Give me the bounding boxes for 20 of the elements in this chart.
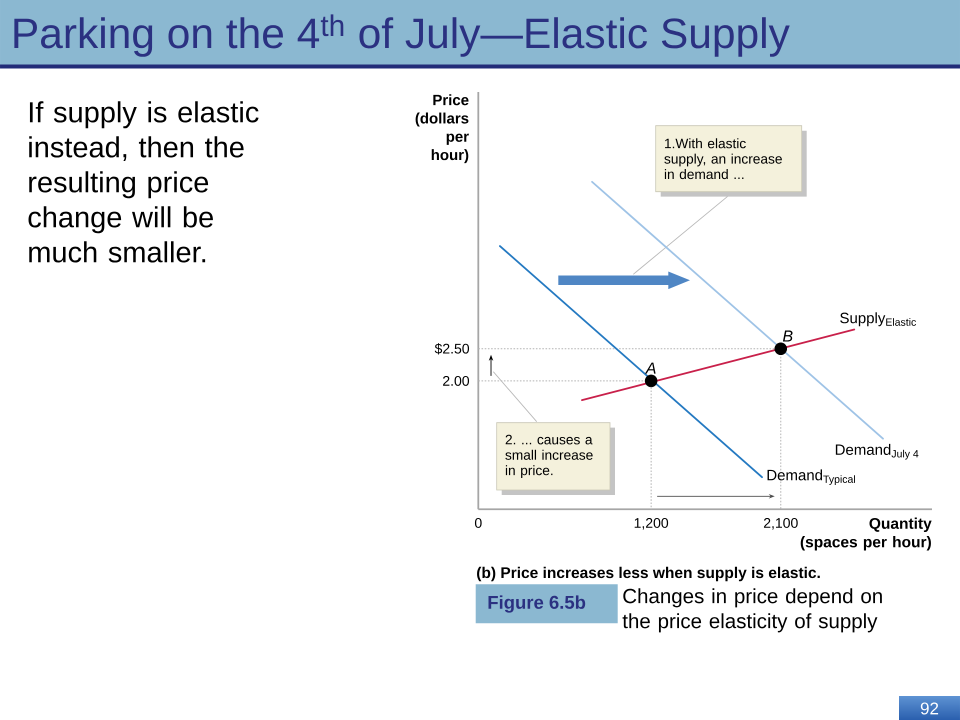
annotation: 2. ... causes a small increase in price. — [505, 434, 593, 478]
y-tick-label: $2.50 — [434, 343, 470, 354]
series-label: Demand$_{July 4}$ — [836, 444, 918, 460]
series-label: B — [782, 330, 793, 342]
chart-title: Parking on the 4$^{th}$ of July—Elastic Supply — [14, 14, 790, 57]
text: (b) Price increases less when supply is elastic. — [477, 566, 820, 582]
x-axis-title: Quantity (spaces per hour) — [800, 518, 932, 550]
y-tick-label: 2.00 — [443, 376, 470, 386]
x-tick-label: 2,100 — [764, 518, 798, 530]
text: Changes in price depend on the price elasticity of supply — [622, 588, 882, 632]
caption: Figure 6.5b — [488, 595, 586, 613]
x-tick-label: 0 — [474, 518, 482, 528]
series-label: A — [645, 362, 656, 374]
series-label: Demand$_{Typical}$ — [768, 469, 855, 485]
y-axis-title: Price (dollars per hour) — [416, 94, 469, 164]
text: If supply is elastic instead, then the resulting price change will be much smaller. — [28, 101, 259, 263]
x-tick-label: 1,200 — [634, 518, 668, 530]
annotation: 1.With elastic supply, an increase in demand ... — [664, 138, 782, 180]
text: 92 — [920, 702, 938, 715]
series-label: Supply$_{Elastic}$ — [840, 312, 916, 326]
